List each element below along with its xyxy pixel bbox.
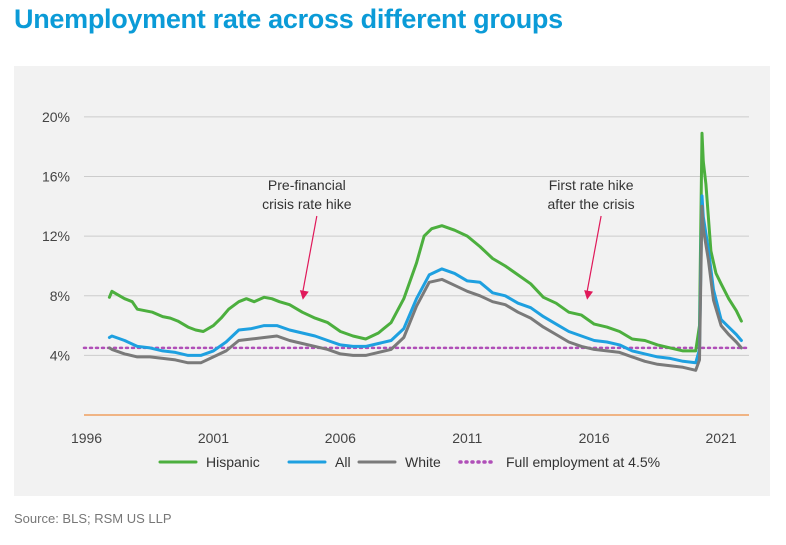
source-note: Source: BLS; RSM US LLP [14, 511, 172, 526]
x-tick-label: 2006 [325, 430, 356, 446]
annotation-label: Pre-financial crisis rate hike [262, 177, 352, 212]
legend-item: Hispanic [158, 454, 260, 470]
annotation-arrowhead [299, 290, 309, 300]
x-tick-label: 1996 [71, 430, 102, 446]
y-axis-tick-labels: 4% 8% 12% 16% 20% [42, 109, 70, 363]
x-tick-label: 2011 [452, 430, 482, 446]
y-tick-label: 20% [42, 109, 70, 125]
chart-panel: 4% 8% 12% 16% 20% 1996 2001 2006 2011 2016 2021 P… [14, 66, 770, 496]
grid-lines [84, 116, 749, 356]
series-lines [107, 131, 743, 372]
line-chart: 4% 8% 12% 16% 20% 1996 2001 2006 2011 2016 2021 P… [42, 109, 751, 470]
annotation-label: First rate hike after the crisis [548, 177, 635, 212]
series-line-all [107, 194, 743, 365]
x-tick-label: 2016 [579, 430, 610, 446]
y-tick-label: 4% [50, 347, 70, 363]
y-tick-label: 16% [42, 169, 70, 185]
annotation-line: Pre-financial [268, 177, 346, 193]
y-tick-label: 12% [42, 228, 70, 244]
y-tick-label: 8% [50, 288, 70, 304]
x-tick-label: 2001 [198, 430, 229, 446]
annotation-arrow-line [586, 215, 602, 292]
legend-item: Full employment at 4.5% [458, 454, 660, 470]
legend-item: White [357, 454, 441, 470]
x-tick-label: 2021 [706, 430, 737, 446]
legend-item: All [287, 454, 351, 470]
series-line-white [107, 204, 743, 372]
legend: Hispanic All White Full employment at 4.5% [158, 454, 660, 470]
annotation-line: after the crisis [548, 196, 635, 212]
annotation-line: crisis rate hike [262, 196, 352, 212]
legend-label: White [405, 454, 441, 470]
chart-title: Unemployment rate across different group… [14, 4, 563, 34]
annotation-arrow-line [302, 215, 318, 292]
legend-label: Hispanic [206, 454, 260, 470]
annotation-arrowhead [584, 290, 594, 300]
annotations: Pre-financial crisis rate hike First rate … [262, 177, 635, 300]
annotation-line: First rate hike [549, 177, 634, 193]
legend-label: Full employment at 4.5% [506, 454, 660, 470]
legend-label: All [335, 454, 351, 470]
x-axis-tick-labels: 1996 2001 2006 2011 2016 2021 [71, 430, 737, 446]
series-line-hispanic [107, 131, 743, 353]
